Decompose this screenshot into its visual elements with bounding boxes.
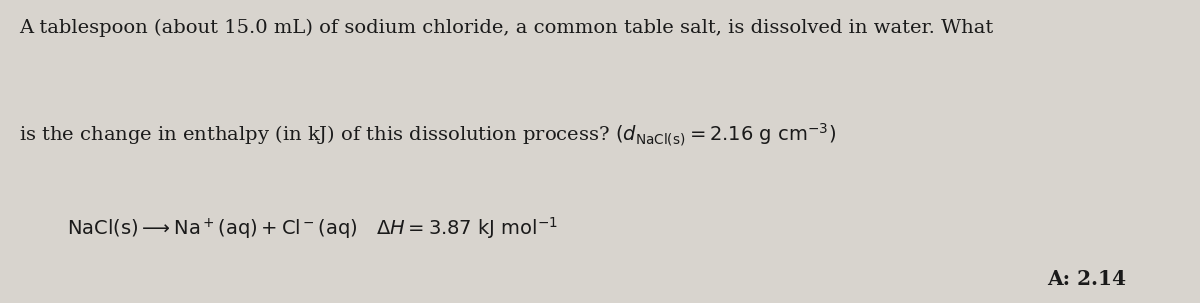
- Text: A tablespoon (about 15.0 mL) of sodium chloride, a common table salt, is dissolv: A tablespoon (about 15.0 mL) of sodium c…: [19, 19, 994, 37]
- Text: is the change in enthalpy (in kJ) of this dissolution process? $(d_{\mathrm{NaCl: is the change in enthalpy (in kJ) of thi…: [19, 122, 836, 148]
- Text: $\mathrm{NaCl(s) \longrightarrow Na^+(aq) + Cl^-(aq)}$$\quad \Delta H = 3.87\ \m: $\mathrm{NaCl(s) \longrightarrow Na^+(aq…: [67, 215, 558, 241]
- Text: A: 2.14: A: 2.14: [1046, 269, 1126, 289]
